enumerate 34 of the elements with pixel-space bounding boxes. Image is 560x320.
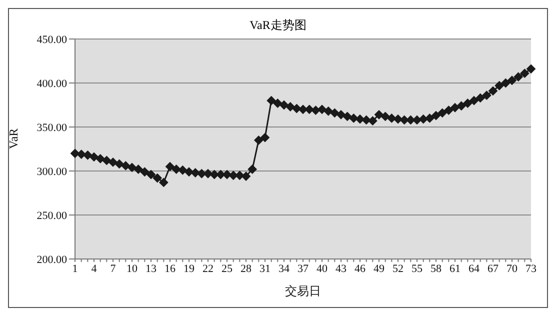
x-axis-title: 交易日 bbox=[285, 284, 321, 298]
x-tick-label: 1 bbox=[72, 262, 78, 275]
x-tick-label: 4 bbox=[91, 262, 98, 275]
y-tick-label: 450.00 bbox=[36, 34, 68, 46]
x-tick-label: 73 bbox=[526, 262, 537, 275]
x-tick-label: 46 bbox=[354, 262, 366, 275]
y-axis-title: VaR bbox=[6, 128, 20, 149]
x-tick-label: 37 bbox=[298, 262, 309, 275]
x-tick-label: 16 bbox=[164, 262, 176, 275]
x-tick-label: 43 bbox=[336, 262, 347, 275]
x-tick-label: 7 bbox=[110, 262, 116, 275]
x-tick-label: 19 bbox=[184, 262, 195, 275]
x-tick-label: 28 bbox=[240, 262, 252, 275]
x-tick-label: 22 bbox=[202, 262, 214, 275]
y-tick-label: 250.00 bbox=[36, 210, 68, 222]
x-tick-label: 58 bbox=[430, 262, 442, 275]
x-tick-label: 49 bbox=[374, 262, 385, 275]
x-tick-label: 25 bbox=[222, 262, 233, 275]
chart-title: VaR走势图 bbox=[248, 17, 308, 32]
x-tick-label: 64 bbox=[468, 262, 480, 275]
x-tick-label: 67 bbox=[488, 262, 499, 275]
x-tick-label: 61 bbox=[450, 262, 460, 275]
y-tick-label: 400.00 bbox=[36, 78, 68, 90]
x-tick-label: 40 bbox=[316, 262, 328, 275]
x-tick-label: 70 bbox=[506, 262, 518, 275]
x-tick-label: 10 bbox=[126, 262, 138, 275]
y-tick-label: 300.00 bbox=[36, 166, 68, 178]
x-tick-label: 34 bbox=[278, 262, 290, 275]
x-tick-label: 13 bbox=[146, 262, 157, 275]
x-tick-label: 55 bbox=[412, 262, 423, 275]
y-tick-label: 200.00 bbox=[36, 254, 68, 266]
x-tick-label: 31 bbox=[260, 262, 270, 275]
y-tick-label: 350.00 bbox=[36, 122, 68, 134]
x-tick-label: 52 bbox=[392, 262, 404, 275]
